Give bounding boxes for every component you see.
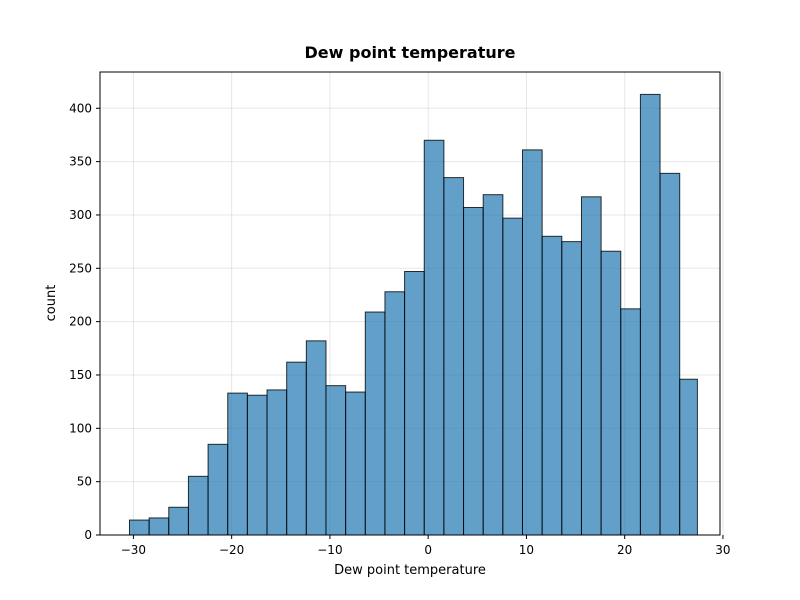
histogram-bar [266, 389, 288, 536]
y-tick-label: 350 [69, 155, 92, 169]
histogram-bar [659, 172, 681, 536]
bars-layer [128, 93, 698, 536]
histogram-bar [482, 194, 504, 536]
x-tick-label: 20 [617, 543, 632, 557]
x-axis-label: Dew point temperature [334, 563, 486, 578]
y-tick-label: 50 [77, 475, 92, 489]
x-tick-label: −20 [219, 543, 244, 557]
y-axis-label: count [44, 285, 59, 322]
histogram-bar [187, 475, 209, 536]
histogram-bar [620, 308, 641, 536]
x-tick-label: 0 [424, 543, 432, 557]
x-tick-label: 10 [519, 543, 534, 557]
histogram-bar [423, 139, 445, 536]
histogram-bar [404, 270, 425, 536]
histogram-bar [580, 196, 602, 536]
histogram-bar [128, 519, 150, 536]
histogram-bar [639, 93, 661, 536]
y-tick-label: 300 [69, 208, 92, 222]
histogram-bar [679, 378, 698, 536]
histogram-bar [561, 241, 582, 536]
histogram-bar [541, 235, 563, 536]
histogram-bar [364, 311, 386, 536]
y-tick-label: 250 [69, 261, 92, 275]
histogram-bar [207, 443, 229, 536]
histogram-bar [600, 250, 622, 536]
histogram-bar [443, 177, 465, 536]
y-tick-label: 150 [69, 368, 92, 382]
x-tick-label: 30 [715, 543, 730, 557]
y-tick-label: 200 [69, 315, 92, 329]
histogram-bar [522, 149, 543, 536]
histogram-bar [286, 361, 307, 536]
histogram-bar [325, 385, 347, 536]
x-tick-label: −10 [317, 543, 342, 557]
histogram-bar [502, 217, 524, 536]
histogram-bar [345, 391, 366, 536]
histogram-bar [384, 291, 406, 536]
histogram-bar [148, 517, 170, 536]
histogram-bar [227, 392, 248, 536]
histogram-bar [305, 340, 327, 536]
y-tick-label: 0 [84, 528, 92, 542]
histogram-bar [463, 206, 484, 536]
y-tick-label: 400 [69, 101, 92, 115]
histogram-bar [246, 394, 268, 536]
plot-frame [99, 71, 721, 536]
chart-title: Dew point temperature [305, 43, 516, 62]
histogram-bar [168, 506, 189, 536]
y-tick-label: 100 [69, 421, 92, 435]
x-tick-label: −30 [121, 543, 146, 557]
